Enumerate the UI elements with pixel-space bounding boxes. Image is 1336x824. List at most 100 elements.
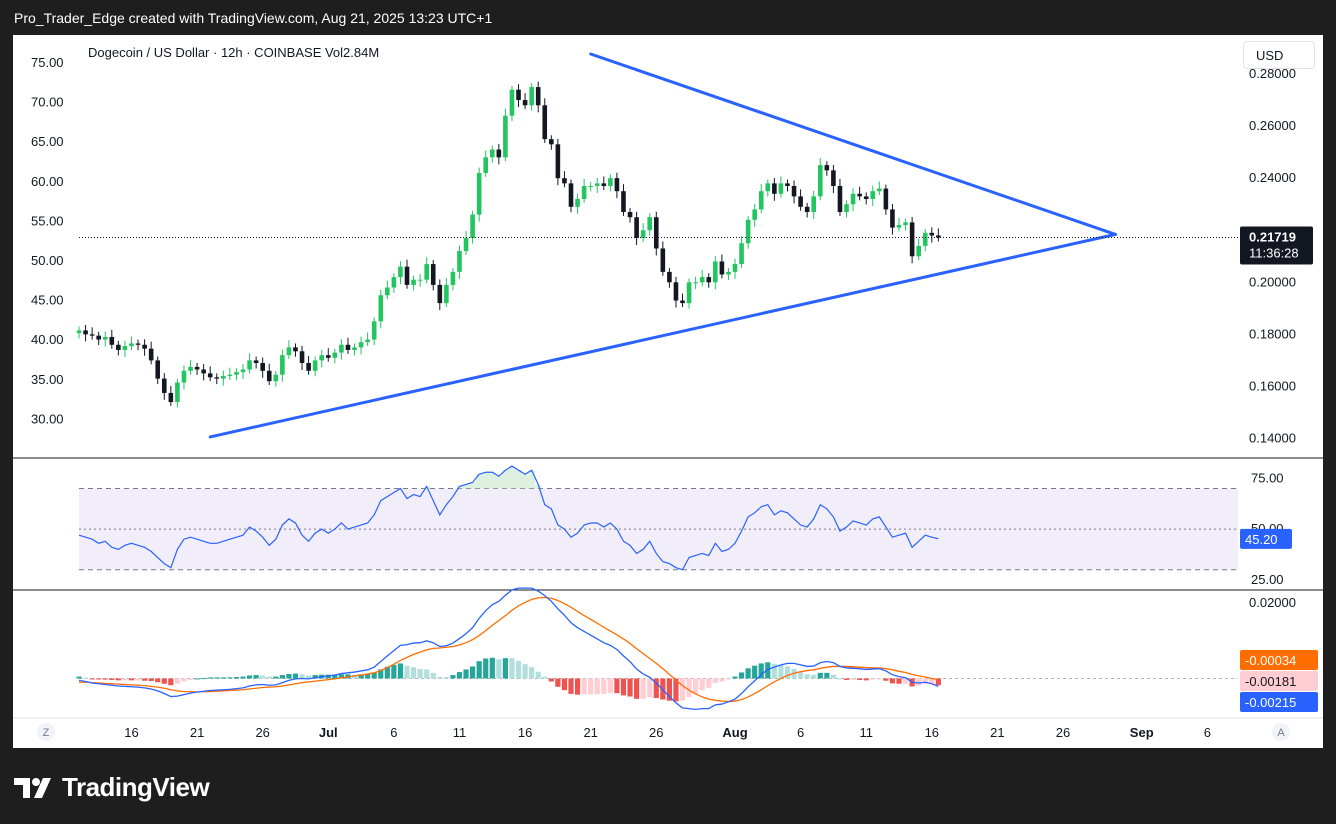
candle-up [713, 261, 718, 283]
candle-down [207, 373, 213, 378]
candle-up [922, 232, 928, 246]
chart-canvas[interactable]: 0.28000 0.26000 0.24000 0.20000 0.18000 0.160… [13, 35, 1323, 748]
candle-down [667, 271, 672, 283]
auto-scale-label: A [1277, 727, 1285, 739]
candle-up [581, 185, 587, 199]
tradingview-logo[interactable]: TradingView [14, 772, 210, 803]
macd-signal-line [79, 596, 939, 703]
candle-down [660, 248, 666, 272]
macd-histogram-bar [824, 672, 830, 679]
candle-up [286, 347, 292, 356]
rsi-overbought-fill [423, 466, 542, 489]
macd-histogram-bar [279, 675, 285, 679]
rsi-axis-tick: 75.00 [1251, 470, 1284, 485]
macd-histogram-bar [614, 678, 620, 694]
candle-up [102, 336, 108, 340]
macd-histogram-bar [102, 678, 108, 680]
candle-up [240, 369, 246, 373]
macd-histogram-bar [463, 669, 469, 679]
candle-up [686, 282, 692, 304]
macd-histogram-bar [581, 678, 587, 695]
zoom-left-button[interactable] [37, 723, 55, 741]
candle-down [634, 217, 639, 239]
macd-histogram-bar [292, 673, 299, 679]
macd-histogram-bar [384, 666, 390, 679]
candle-up [273, 374, 279, 382]
macd-histogram-bar [627, 678, 633, 697]
candle-down [772, 183, 777, 194]
macd-histogram-bar [929, 678, 935, 684]
candle-down [96, 335, 101, 340]
macd-histogram-value-label: -0.00181 [1245, 674, 1296, 689]
time-axis-label: 6 [390, 725, 397, 740]
candle-up [247, 360, 252, 370]
macd-histogram-bar [771, 663, 777, 679]
macd-histogram-bar [870, 678, 876, 680]
candle-down [936, 235, 941, 238]
candle-up [181, 370, 187, 383]
left-axis-tick: 50.00 [31, 253, 64, 268]
macd-histogram-bar [916, 678, 922, 686]
macd-histogram-bar [194, 678, 200, 680]
candle-down [299, 351, 305, 363]
macd-histogram-bar [653, 678, 659, 699]
macd-histogram-bar [798, 671, 804, 679]
candle-up [903, 222, 908, 226]
macd-histogram-bar [686, 678, 692, 697]
macd-histogram-bar [371, 672, 377, 679]
candle-down [785, 183, 790, 186]
left-axis-tick: 65.00 [31, 134, 64, 149]
candle-down [549, 139, 554, 145]
macd-signal-value-label-bg [1240, 650, 1318, 670]
left-axis-tick: 55.00 [31, 213, 64, 228]
macd-histogram-bar [404, 665, 410, 679]
macd-histogram-bar [843, 678, 850, 680]
auto-scale-button[interactable] [1272, 723, 1290, 741]
macd-histogram-bar [351, 674, 358, 679]
macd-histogram-bar [306, 675, 312, 679]
macd-histogram-bar [417, 669, 423, 679]
macd-histogram-value-label-bg [1240, 671, 1318, 691]
time-axis-label: Jul [319, 725, 338, 740]
countdown-label: 11:36:28 [1249, 246, 1299, 261]
macd-histogram-bar [437, 676, 443, 679]
currency-selector[interactable]: USD [1243, 41, 1315, 69]
candle-up [378, 295, 384, 322]
macd-histogram-bar [443, 676, 449, 679]
candle-up [811, 196, 817, 213]
macd-histogram-bar [220, 677, 226, 679]
candle-down [135, 343, 141, 345]
macd-histogram-bar [358, 674, 364, 679]
macd-histogram-bar [109, 678, 115, 680]
macd-histogram-bar [476, 661, 482, 679]
candle-up [594, 183, 600, 186]
candle-up [319, 355, 325, 361]
rsi-axis-tick: 25.00 [1251, 572, 1284, 587]
candle-down [83, 330, 88, 335]
candle-up [732, 264, 738, 272]
candle-up [608, 178, 613, 186]
candle-down [266, 370, 272, 382]
macd-histogram-bar [542, 676, 548, 679]
candle-up [76, 330, 82, 334]
candle-down [653, 217, 659, 249]
candle-up [332, 352, 338, 358]
macd-histogram-bar [647, 678, 653, 698]
macd-histogram-bar [430, 672, 436, 679]
candle-down [719, 261, 725, 275]
candle-down [535, 87, 541, 106]
time-axis-label: 21 [190, 725, 204, 740]
candle-up [916, 245, 921, 257]
candle-up [489, 149, 495, 158]
candle-down [293, 347, 298, 352]
macd-histogram-bar [679, 678, 686, 701]
candle-up [398, 266, 403, 278]
candle-down [909, 222, 915, 257]
symbol-legend: Dogecoin / US Dollar · 12h · COINBASE Vo… [88, 45, 380, 60]
chart-panel[interactable]: 0.28000 0.26000 0.24000 0.20000 0.18000 0.160… [13, 35, 1323, 748]
macd-histogram-bar [620, 678, 627, 696]
macd-histogram-bar [935, 678, 941, 686]
candle-down [522, 100, 528, 106]
macd-histogram-bar [470, 666, 476, 679]
candle-up [693, 282, 698, 284]
